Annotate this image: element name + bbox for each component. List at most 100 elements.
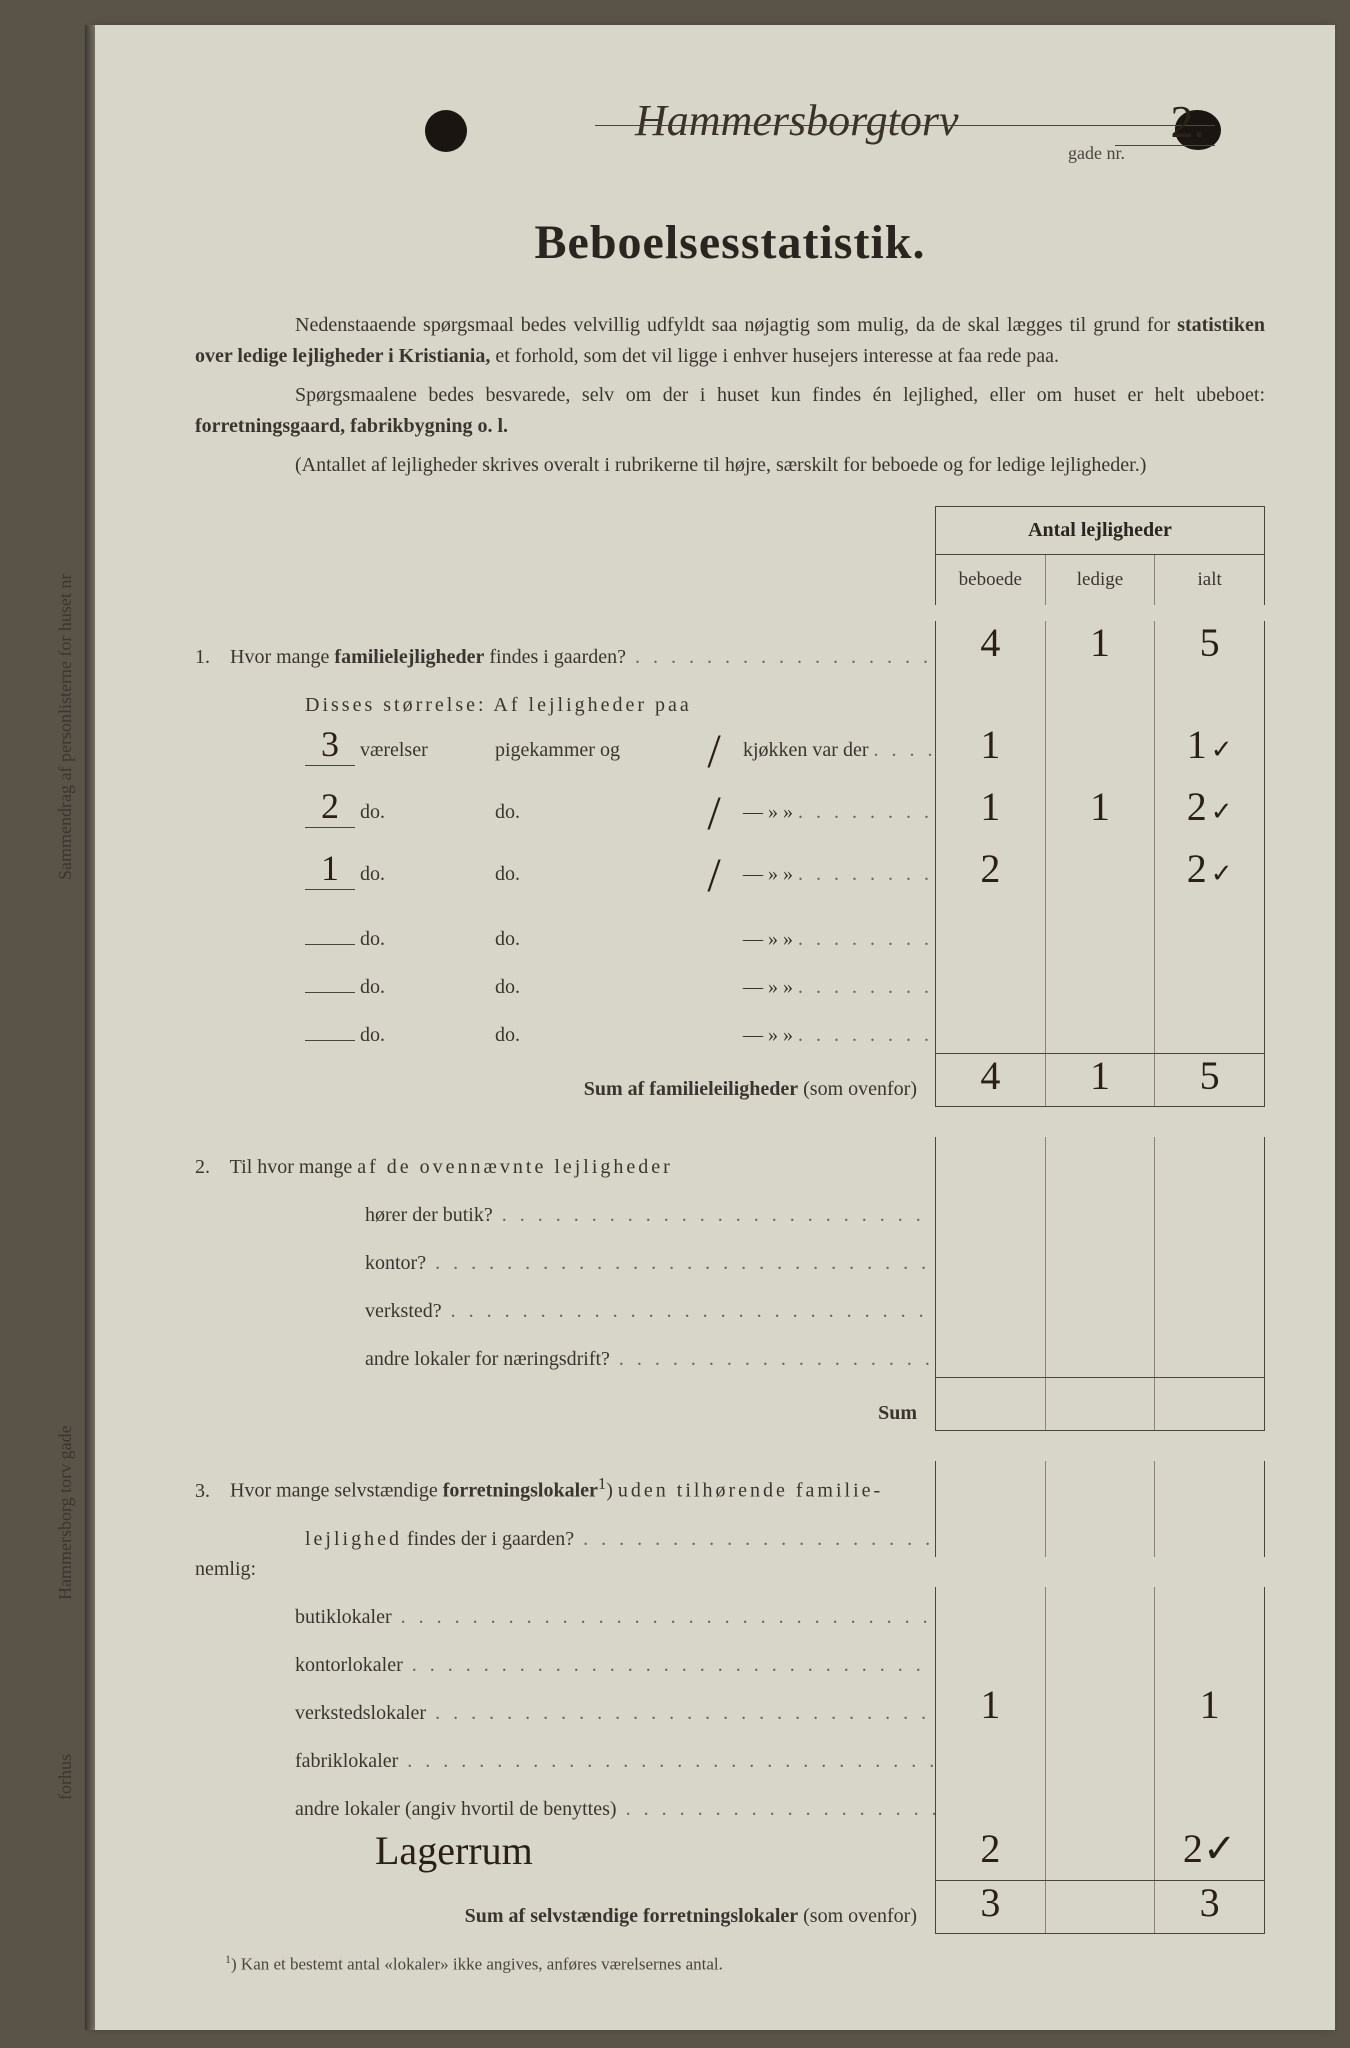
q1-room-row: 3 værelser pigekammer og / kjøkken var d… <box>195 723 1265 785</box>
q3-label-a: Hvor mange selvstændige <box>230 1480 443 1502</box>
room-kj-lbl: — » » <box>743 1024 793 1046</box>
col-header-top: Antal lejligheder <box>936 507 1264 555</box>
room-i <box>1155 909 1264 957</box>
q2-sum-row: Sum <box>195 1377 1265 1431</box>
column-header: Antal lejligheder beboede ledige ialt <box>935 506 1265 605</box>
q2-sub-label: hører der butik? <box>365 1204 493 1226</box>
room-vaer-hand <box>305 1040 355 1041</box>
q3-sub-row: butiklokaler <box>195 1587 1265 1635</box>
q1-beboede: 4 <box>936 621 1046 675</box>
document-page: Hammersborgtorv gade nr. 2. Beboelsessta… <box>95 25 1335 2030</box>
q1-sum-row: Sum af familieleiligheder (som ovenfor) … <box>195 1053 1265 1107</box>
gade-nr-label: gade nr. <box>1068 143 1125 164</box>
room-kj-hand: / <box>694 786 734 841</box>
q3-sub-l <box>1046 1635 1156 1683</box>
q3-sub-l <box>1046 1779 1156 1827</box>
q3-sub-label: butiklokaler <box>295 1606 392 1628</box>
q1-label-c: findes i gaarden? <box>484 646 626 668</box>
room-i <box>1155 1005 1264 1053</box>
q1-room-row: 1 do. do. / — » » 2 2✓ <box>195 847 1265 909</box>
q3-sub-b <box>936 1731 1046 1779</box>
q2-label-a: Til hvor mange <box>230 1156 358 1178</box>
q3-sum-label: Sum af selvstændige forretningslokaler <box>465 1905 799 1927</box>
room-i: 2✓ <box>1155 847 1264 909</box>
q3-sub-l <box>1046 1683 1156 1731</box>
room-pig-lbl: do. <box>495 928 685 951</box>
q2-sub-label: verksted? <box>365 1300 442 1322</box>
q2-label-b: af de ovennævnte lejligheder <box>357 1156 673 1178</box>
q3-sub-b: 1 <box>936 1683 1046 1731</box>
q3-sub-b <box>936 1587 1046 1635</box>
room-kj-lbl: kjøkken var der <box>743 739 869 761</box>
q3-sub-label: andre lokaler (angiv hvortil de benyttes… <box>295 1798 617 1820</box>
rows-container: 1. Hvor mange familielejligheder findes … <box>195 506 1265 1934</box>
q3-sub-i <box>1155 1779 1264 1827</box>
room-l: 1 <box>1046 785 1156 847</box>
q1-room-row: 2 do. do. / — » » 1 1 2✓ <box>195 785 1265 847</box>
q3-sub-row: andre lokaler (angiv hvortil de benyttes… <box>195 1779 1265 1827</box>
q3-sub-i <box>1155 1587 1264 1635</box>
q1-sum-ledige: 1 <box>1046 1054 1156 1106</box>
room-kj-lbl: — » » <box>743 976 793 998</box>
intro-p1c: et forhold, som det vil ligge i enhver h… <box>490 345 1059 367</box>
room-vaer-hand: 2 <box>305 785 355 828</box>
q3-sub-row: kontorlokaler <box>195 1635 1265 1683</box>
q3-sum-row: Sum af selvstændige forretningslokaler (… <box>195 1880 1265 1934</box>
q3-row-1: 3. Hvor mange selvstændige forretningslo… <box>195 1461 1265 1509</box>
q3-sub-i <box>1155 1731 1264 1779</box>
q1-label-b: familielejligheder <box>334 646 484 668</box>
street-name-handwritten: Hammersborgtorv <box>635 95 958 146</box>
room-kj-hand: / <box>694 724 734 779</box>
q1-ialt: 5 <box>1155 621 1264 675</box>
room-b: 1 <box>936 785 1046 847</box>
q1-num: 1. <box>195 646 225 669</box>
room-l <box>1046 1005 1156 1053</box>
room-kj-hand: / <box>694 848 734 903</box>
room-vaer-lbl: do. <box>360 801 490 824</box>
q3-label-c: ) <box>606 1480 618 1502</box>
footnote-text: ) Kan et bestemt antal «lokaler» ikke an… <box>231 1954 723 1973</box>
room-pig-lbl: do. <box>495 801 685 824</box>
intro-paragraph-1: Nedenstaaende spørgsmaal bedes velvillig… <box>195 310 1265 372</box>
q1-sum-ialt: 5 <box>1155 1054 1264 1106</box>
room-i: 2✓ <box>1155 785 1264 847</box>
q3-sub-i: 1 <box>1155 1683 1264 1731</box>
q2-num: 2. <box>195 1156 225 1179</box>
q3-label-d: uden tilhørende familie- <box>618 1480 883 1502</box>
intro-p1a: Nedenstaaende spørgsmaal bedes velvillig… <box>295 314 1177 336</box>
room-vaer-hand: 3 <box>305 723 355 766</box>
room-i <box>1155 957 1264 1005</box>
q1-ledige: 1 <box>1046 621 1156 675</box>
q1-room-row: do. do. — » » <box>195 909 1265 957</box>
room-vaer-lbl: do. <box>360 1024 490 1047</box>
q3-label-b: forretningslokaler <box>443 1480 598 1502</box>
room-l <box>1046 723 1156 785</box>
room-kj-lbl: — » » <box>743 928 793 950</box>
q1-sizes-label: Disses størrelse: Af lejligheder paa <box>305 694 692 716</box>
q2-sum-label: Sum <box>878 1402 917 1424</box>
footnote: 1) Kan et bestemt antal «lokaler» ikke a… <box>195 1952 1265 1975</box>
q3-sum-l <box>1046 1881 1156 1933</box>
q2-sub-label: kontor? <box>365 1252 426 1274</box>
q3-sub-row: fabriklokaler <box>195 1731 1265 1779</box>
q3-nemlig: nemlig: <box>195 1558 256 1580</box>
room-pig-lbl: do. <box>495 863 685 886</box>
q2-sub-row: hører der butik? <box>195 1185 1265 1233</box>
q1-room-row: do. do. — » » <box>195 1005 1265 1053</box>
room-b <box>936 909 1046 957</box>
room-vaer-lbl: do. <box>360 928 490 951</box>
q3-sub-b <box>936 1779 1046 1827</box>
q3-hand-i: 2✓ <box>1155 1827 1264 1880</box>
q1-sizes-label-row: Disses størrelse: Af lejligheder paa <box>195 675 1265 723</box>
intro-p2a: Spørgsmaalene bedes besvarede, selv om d… <box>295 384 1265 406</box>
room-vaer-lbl: do. <box>360 976 490 999</box>
room-vaer-hand <box>305 992 355 993</box>
q3-hand-b: 2 <box>936 1827 1046 1880</box>
q3-hand-extra: Lagerrum <box>195 1828 533 1873</box>
q3-sub-label: kontorlokaler <box>295 1654 403 1676</box>
q1-room-row: do. do. — » » <box>195 957 1265 1005</box>
q3-sub-b <box>936 1635 1046 1683</box>
q2-sub-row: verksted? <box>195 1281 1265 1329</box>
table-area: Antal lejligheder beboede ledige ialt 1.… <box>195 506 1265 1934</box>
nr-underline <box>1115 145 1215 146</box>
